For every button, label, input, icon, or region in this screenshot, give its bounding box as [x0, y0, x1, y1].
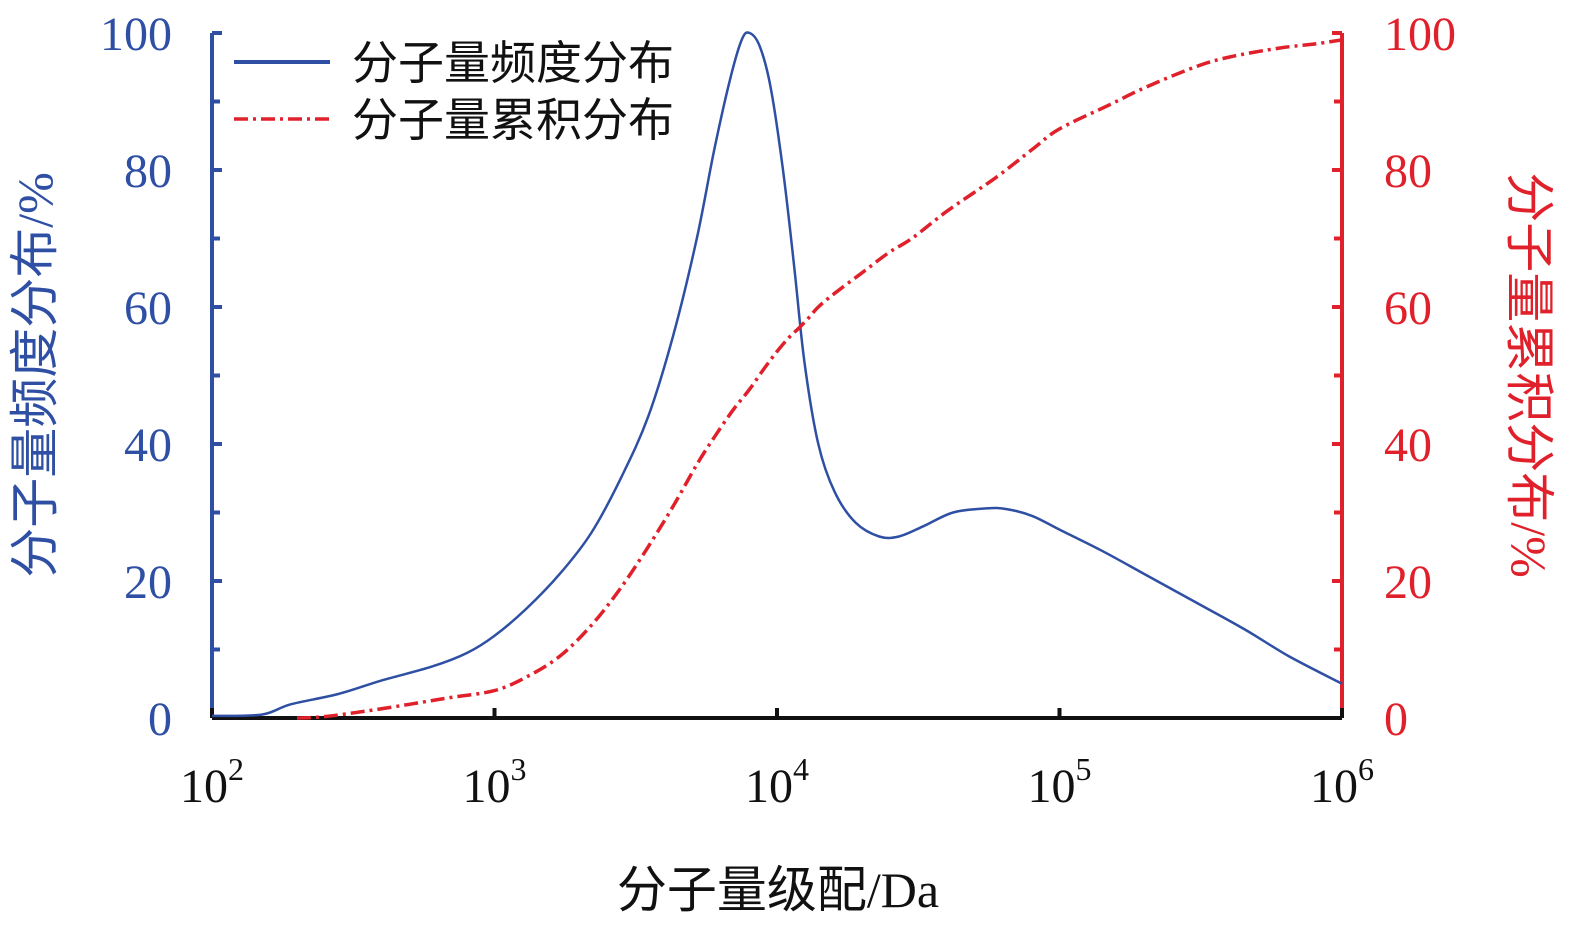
right-y-axis: 0 20 40 60 80 100 — [1332, 8, 1456, 746]
left-tick-label: 0 — [148, 693, 172, 746]
left-tick-label: 40 — [124, 419, 172, 472]
x-axis-label: 分子量级配/Da — [617, 862, 939, 918]
left-y-axis: 0 20 40 60 80 100 — [100, 8, 222, 746]
right-tick-label: 60 — [1384, 282, 1432, 335]
left-tick-label: 100 — [100, 8, 172, 61]
x-tick-label: 106 — [1310, 751, 1374, 813]
x-tick-label: 104 — [745, 751, 809, 813]
right-tick-label: 0 — [1384, 693, 1408, 746]
right-tick-label: 100 — [1384, 8, 1456, 61]
left-tick-label: 20 — [124, 556, 172, 609]
x-tick-label: 103 — [463, 751, 527, 813]
legend-label: 分子量累积分布 — [352, 95, 674, 146]
left-tick-label: 80 — [124, 145, 172, 198]
right-tick-label: 20 — [1384, 556, 1432, 609]
right-y-axis-label: 分子量累积分布/% — [1501, 172, 1557, 578]
left-y-axis-label: 分子量频度分布/% — [7, 172, 63, 578]
legend-label: 分子量频度分布 — [352, 38, 674, 89]
series-layer — [211, 31, 1343, 720]
x-tick-label: 102 — [180, 751, 244, 813]
right-tick-label: 40 — [1384, 419, 1432, 472]
left-tick-label: 60 — [124, 282, 172, 335]
right-tick-label: 80 — [1384, 145, 1432, 198]
x-tick-label: 105 — [1028, 751, 1092, 813]
frequency-distribution-line — [211, 31, 1343, 718]
x-axis: 102 103 104 105 106 — [180, 708, 1374, 813]
cumulative-distribution-line — [296, 38, 1343, 720]
